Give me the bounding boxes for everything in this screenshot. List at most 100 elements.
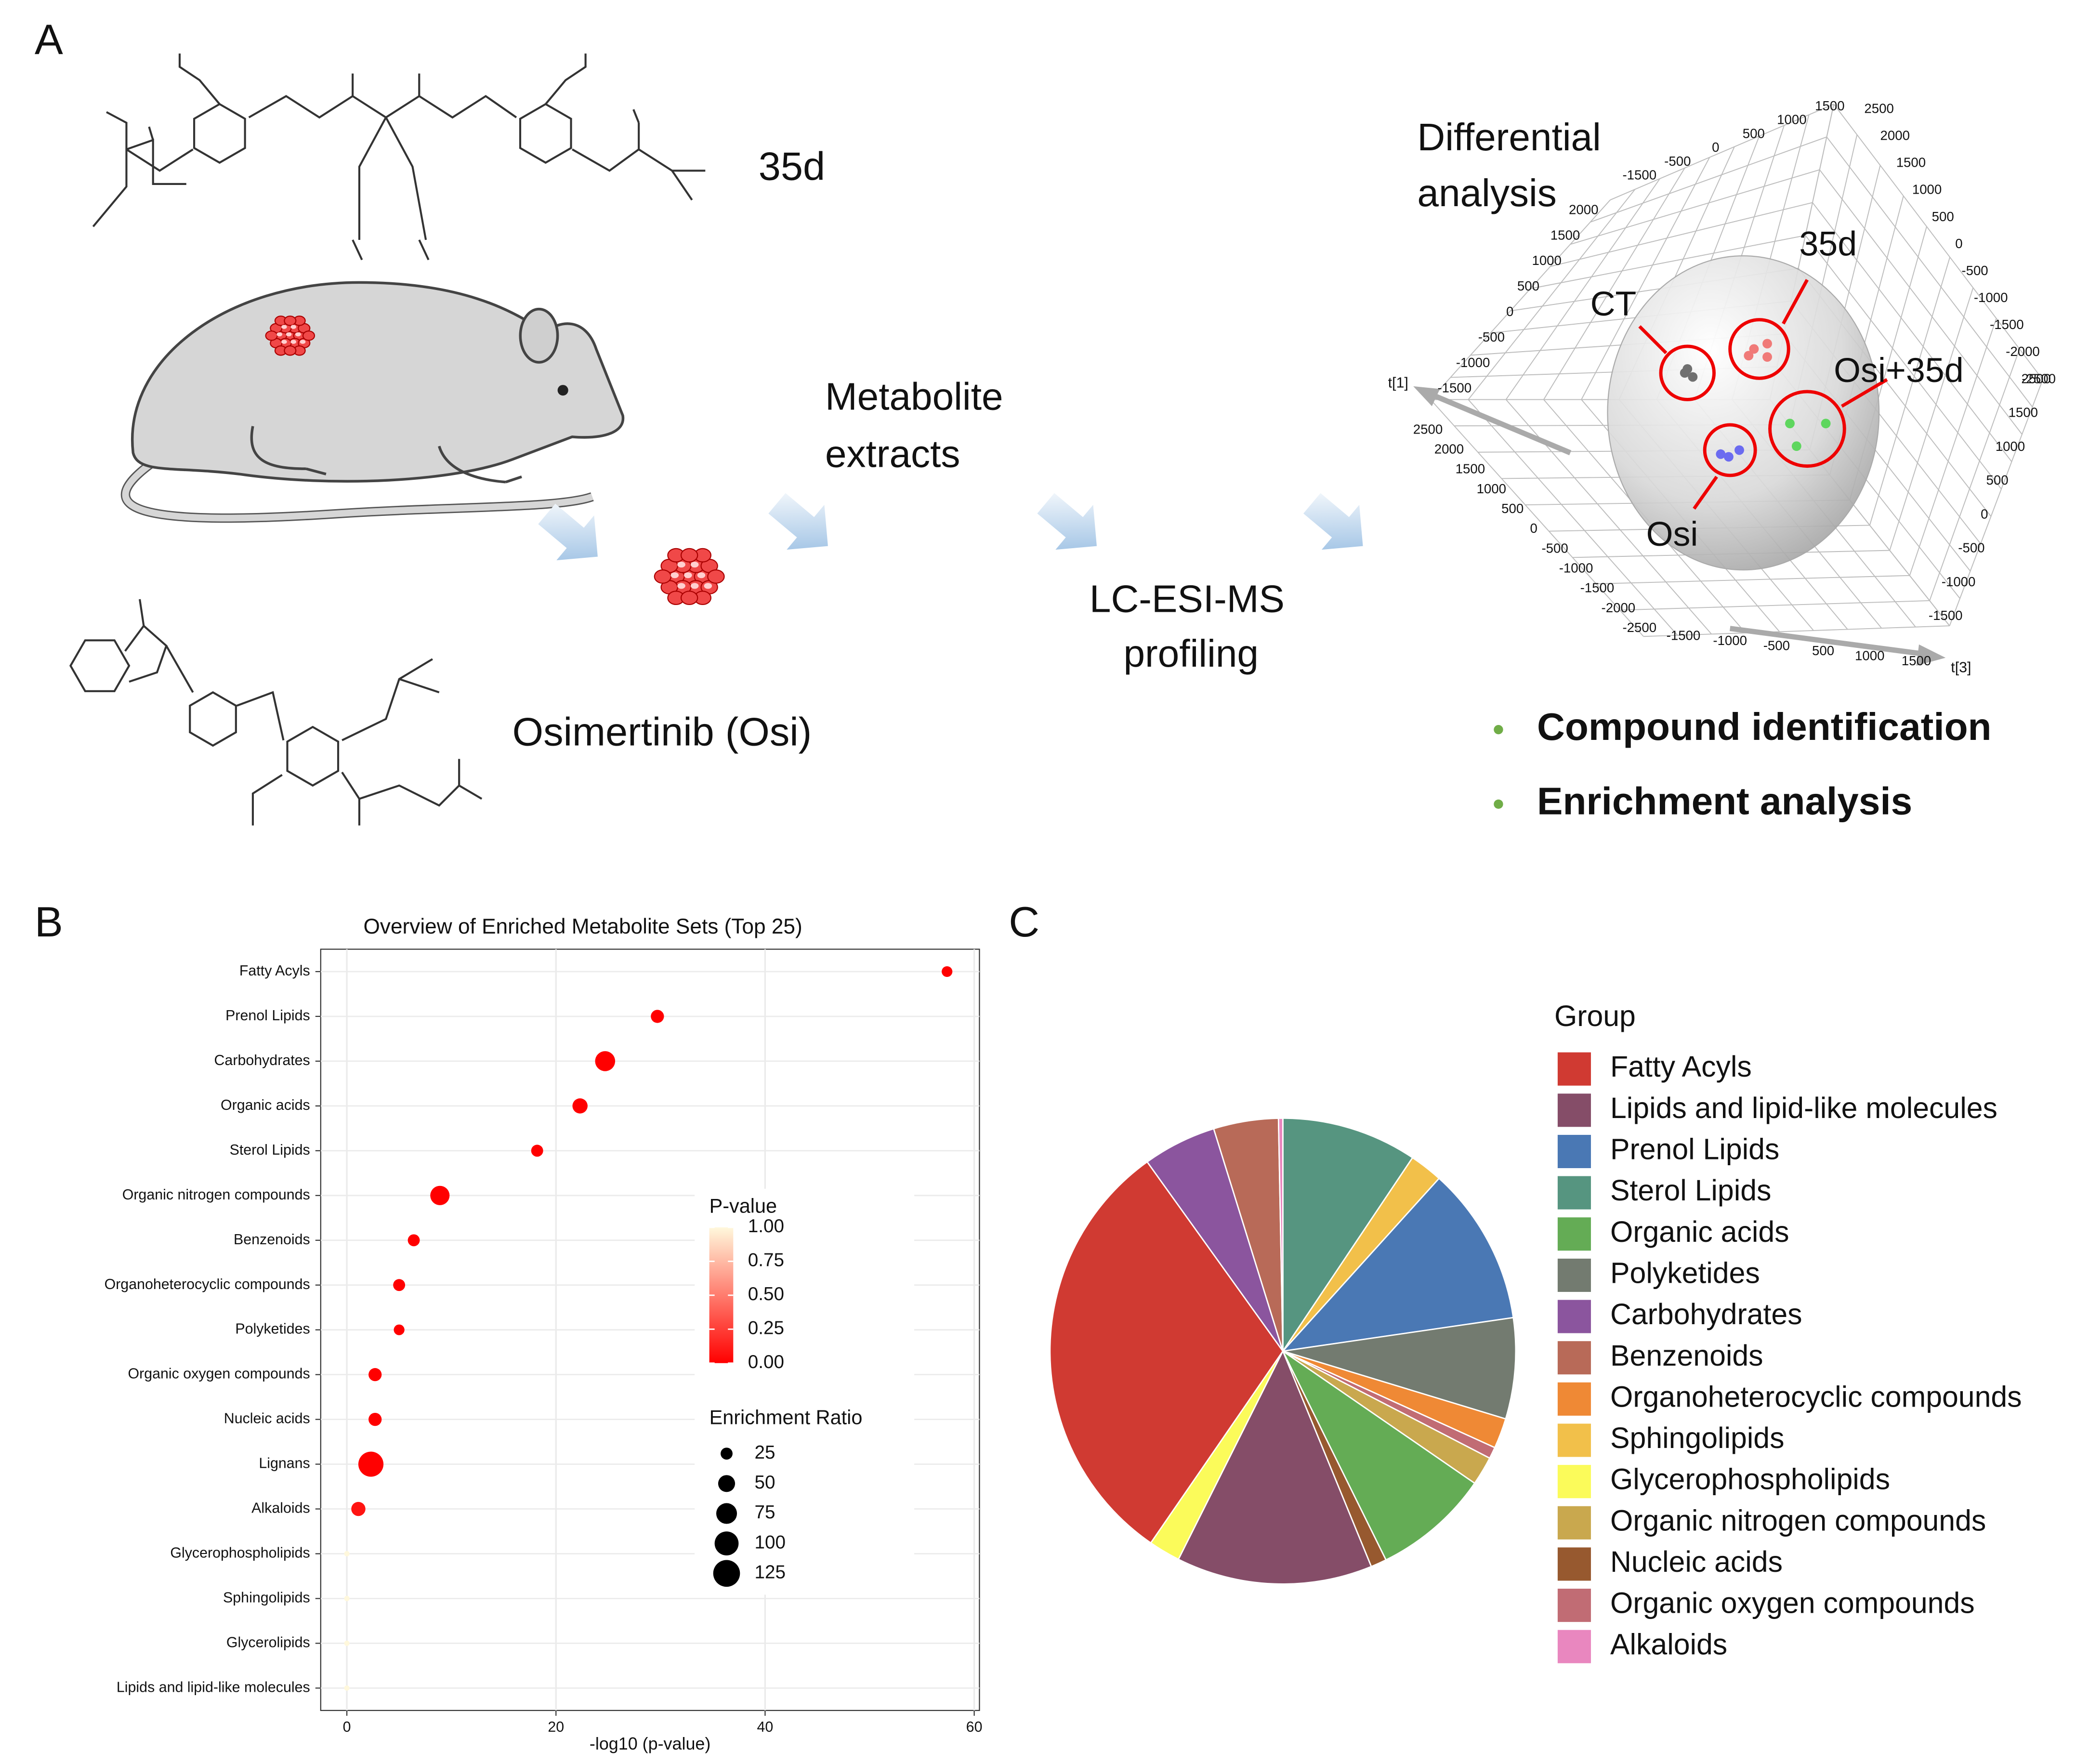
y-tick-label: Carbohydrates (214, 1052, 310, 1068)
size-legend-label: 100 (755, 1532, 786, 1553)
panel-label: B (35, 898, 63, 946)
step-label: profiling (1123, 632, 1259, 675)
pca-tick-label: -1500 (1622, 168, 1656, 183)
pca-tick-label: 0 (1506, 304, 1513, 319)
pca-grid (1590, 136, 1827, 223)
pie-slice (1282, 1316, 1517, 1420)
pca-grid (1610, 104, 1834, 200)
legend-label: Organic oxygen compounds (1610, 1587, 1975, 1619)
legend-label: Prenol Lipids (1610, 1133, 1779, 1166)
x-tick-label: 0 (343, 1719, 351, 1735)
cell-core (697, 572, 706, 579)
legend-label: Glycerophospholipids (1610, 1463, 1890, 1496)
legend-swatch (1556, 1257, 1592, 1293)
cell-core (670, 572, 679, 579)
bullet (1494, 724, 1503, 735)
bond (178, 53, 706, 201)
dot (394, 1324, 405, 1335)
y-tick-label: Organic acids (221, 1097, 310, 1113)
bond (92, 111, 194, 227)
dot (344, 1551, 350, 1557)
pca-grid (1543, 168, 1685, 400)
y-tick-label: Sterol Lipids (230, 1142, 310, 1158)
dot (531, 1145, 543, 1157)
group-pointer (1782, 279, 1809, 325)
cell-core (281, 325, 287, 329)
pca-grid (1468, 189, 1636, 400)
bond (248, 95, 517, 119)
legend-label: Alkaloids (1610, 1628, 1727, 1660)
ring (519, 103, 572, 164)
legend-label: Nucleic acids (1610, 1545, 1783, 1578)
pca-point (1734, 445, 1744, 455)
ring (189, 691, 237, 747)
legend-label: Polyketides (1610, 1256, 1760, 1289)
arrow (1037, 493, 1097, 550)
pca-tick-label: -1500 (1929, 608, 1963, 623)
pca-grid (1889, 288, 1974, 551)
size-legend-dot (714, 1531, 739, 1555)
pie-chart: Group Fatty Acyls Lipids and lipid-like mo… (1049, 1000, 2022, 1665)
group-pointer (1638, 325, 1668, 355)
size-legend-label: 75 (755, 1502, 775, 1523)
mouse-leg (250, 426, 522, 484)
axis-label: t[1] (1388, 374, 1408, 391)
pca-sphere (1607, 255, 1880, 571)
pca-grid (1819, 169, 2023, 435)
bond (251, 759, 483, 826)
dot (368, 1412, 382, 1426)
pca-tick-label: 1500 (1896, 155, 1926, 170)
pca-tick-label: 1000 (1532, 253, 1561, 268)
pca-point (1723, 452, 1734, 462)
group-circle (1703, 423, 1757, 477)
pca-tick-label: -500 (1478, 329, 1505, 344)
pca-tick-label: 1000 (1996, 439, 2025, 454)
pca-tick-label: 0 (1530, 521, 1537, 536)
chart-title: Overview of Enriched Metabolite Sets (To… (364, 915, 802, 938)
cell-core (276, 332, 282, 337)
pca-grid (1929, 349, 2020, 601)
pie-slice (1281, 1349, 1476, 1561)
pca-grid (1550, 202, 1813, 267)
pca-tick-label: 1500 (2009, 405, 2038, 420)
colorbar-tick-label: 0.25 (748, 1318, 784, 1339)
legend-title: P-value (710, 1194, 777, 1217)
pca-tick-label: 1500 (1902, 653, 1931, 668)
group-label: 35d (1799, 225, 1857, 263)
pie-slice (1146, 1128, 1284, 1352)
pca-tick-label: 0 (1981, 506, 1988, 521)
pca-point (1791, 441, 1801, 451)
pca-tick-label: -2000 (1602, 600, 1636, 615)
pca-tick-label: -1000 (1942, 574, 1976, 589)
group-circle (1659, 344, 1716, 401)
cell (707, 569, 725, 584)
pca-tick-label: 500 (1517, 278, 1539, 293)
y-tick-label: Sphingolipids (223, 1589, 310, 1606)
pca-tick-label: -1000 (1559, 560, 1593, 575)
pca-tick-label: -1500 (1580, 580, 1615, 595)
pca-tick-label: 2000 (1880, 128, 1910, 143)
size-legend-dot (716, 1503, 737, 1524)
dot (942, 966, 953, 977)
legend-swatch (1556, 1051, 1592, 1087)
colorbar-tick-label: 1.00 (748, 1216, 784, 1237)
axis-arrowhead (1413, 386, 1440, 407)
dot-chart: Overview of Enriched Metabolite Sets (To… (105, 915, 983, 1753)
mouse-eye (557, 385, 568, 396)
pca-grid (1949, 379, 2043, 626)
y-tick-label: Nucleic acids (224, 1410, 310, 1427)
colorbar-tick-label: 0.50 (748, 1284, 784, 1304)
cell-core (677, 561, 685, 568)
legend-label: Organic nitrogen compounds (1610, 1504, 1986, 1537)
pca-grid (1619, 600, 1930, 611)
cell-core (704, 583, 712, 589)
bond (352, 73, 430, 261)
pca-tick-label: -1500 (1437, 381, 1472, 395)
cell-core (290, 325, 297, 329)
legend-swatch (1556, 1381, 1592, 1417)
mouse-body (131, 281, 625, 483)
pca-tick-label: 1500 (1550, 227, 1580, 242)
colorbar-tick-label: 0.00 (748, 1352, 784, 1372)
dot (430, 1185, 450, 1205)
